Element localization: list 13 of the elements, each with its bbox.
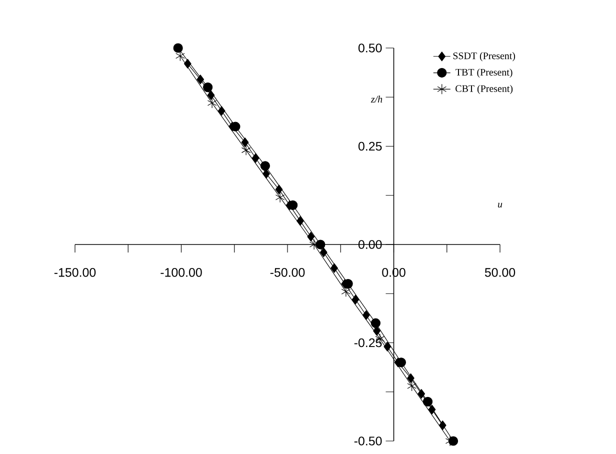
x-tick-label: 50.00 [484,268,516,277]
legend-label: CBT (Present) [456,84,513,94]
y-tick-label: -0.25 [354,338,382,348]
x-tick-label: -50.00 [270,268,305,277]
x-tick-label: -100.00 [160,268,202,277]
y-tick-label: 0.50 [358,44,382,52]
x-tick-label: -150.00 [54,268,96,277]
legend-label: SSDT (Present) [453,52,516,62]
y-tick-label: -0.50 [354,436,382,446]
x-axis-title: u [498,202,502,208]
y-tick-label: 0.25 [358,142,382,151]
y-axis-title: z/h [370,96,382,103]
legend-label: TBT (Present) [456,68,512,78]
